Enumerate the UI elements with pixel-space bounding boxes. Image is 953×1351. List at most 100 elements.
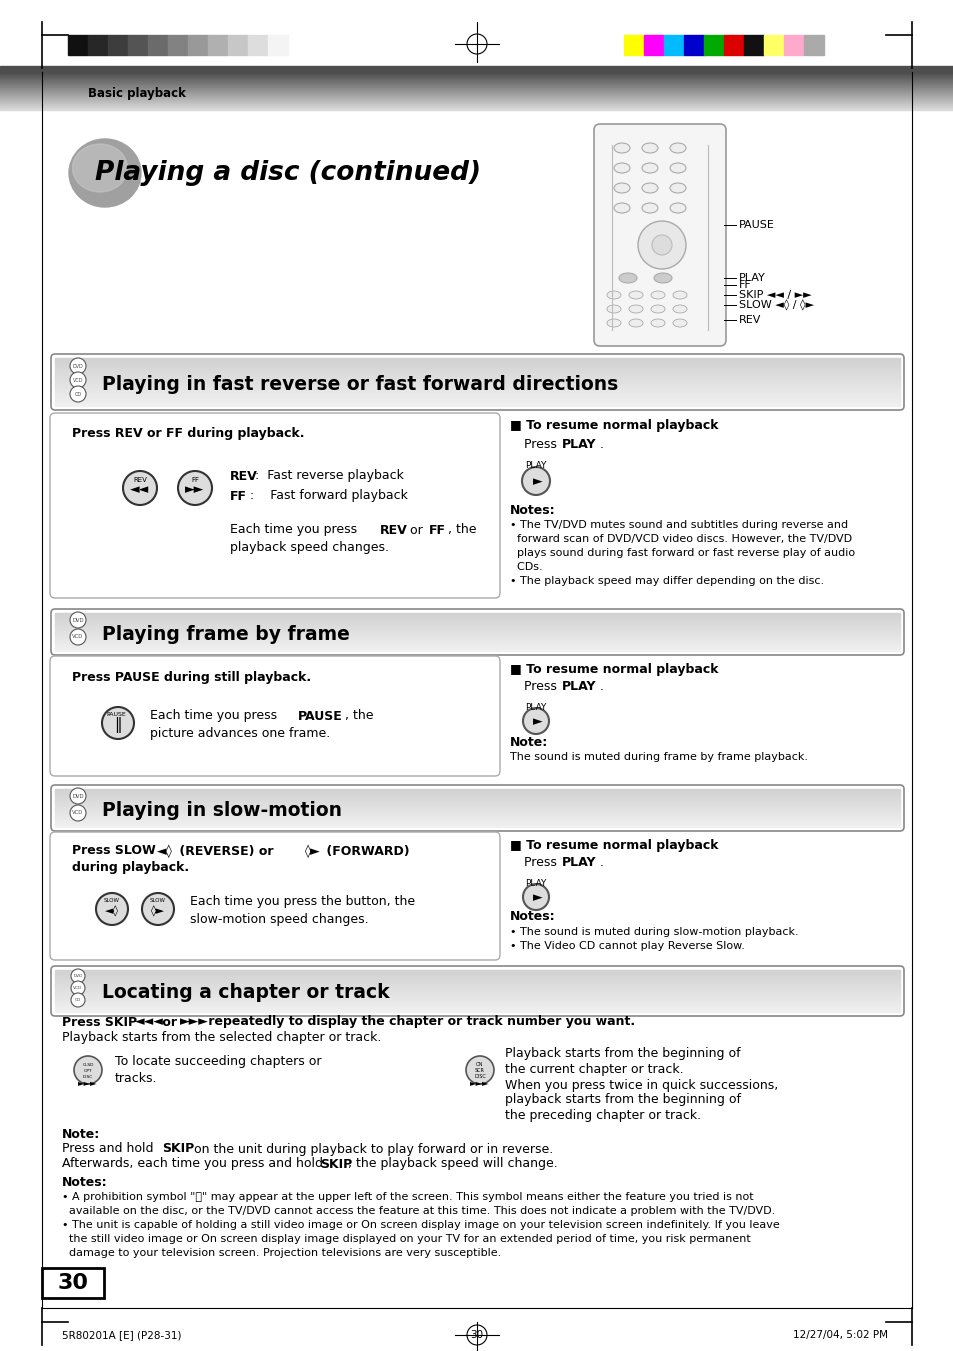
Ellipse shape <box>606 319 620 327</box>
Text: Each time you press: Each time you press <box>150 709 281 723</box>
Text: REV: REV <box>739 315 760 326</box>
Bar <box>108 35 128 55</box>
Bar <box>703 35 723 55</box>
Ellipse shape <box>641 163 658 173</box>
Ellipse shape <box>614 163 629 173</box>
Ellipse shape <box>641 143 658 153</box>
FancyBboxPatch shape <box>50 657 499 775</box>
Text: SLOW: SLOW <box>150 898 166 904</box>
Bar <box>0 66 953 72</box>
Circle shape <box>178 471 212 505</box>
Text: plays sound during fast forward or fast reverse play of audio: plays sound during fast forward or fast … <box>510 549 854 558</box>
Bar <box>643 35 663 55</box>
Text: The sound is muted during frame by frame playback.: The sound is muted during frame by frame… <box>510 753 807 762</box>
Text: FF: FF <box>739 280 751 290</box>
Circle shape <box>71 969 85 984</box>
Text: ■ To resume normal playback: ■ To resume normal playback <box>510 420 718 432</box>
Text: , the: , the <box>345 709 374 723</box>
Text: Notes:: Notes: <box>510 911 555 924</box>
Ellipse shape <box>669 143 685 153</box>
Text: ►: ► <box>533 892 542 905</box>
Text: ‖: ‖ <box>114 717 122 734</box>
Text: 5R80201A [E] (P28-31): 5R80201A [E] (P28-31) <box>62 1329 181 1340</box>
Text: playback speed changes.: playback speed changes. <box>230 542 389 554</box>
Text: REV: REV <box>230 470 257 482</box>
Text: • The sound is muted during slow-motion playback.: • The sound is muted during slow-motion … <box>510 927 798 938</box>
Circle shape <box>70 805 86 821</box>
Text: .: . <box>599 857 603 870</box>
Text: DVD: DVD <box>72 363 83 369</box>
Text: Press REV or FF during playback.: Press REV or FF during playback. <box>71 427 304 440</box>
Bar <box>188 35 208 55</box>
Text: ►: ► <box>533 476 542 489</box>
Text: Basic playback: Basic playback <box>88 86 186 100</box>
Ellipse shape <box>69 139 141 207</box>
Text: DISC: DISC <box>83 1075 93 1079</box>
Text: REV: REV <box>132 477 147 484</box>
Text: DVD: DVD <box>73 974 83 978</box>
Text: REV: REV <box>379 523 407 536</box>
Text: FF: FF <box>191 477 199 484</box>
Text: To locate succeeding chapters or: To locate succeeding chapters or <box>115 1055 321 1069</box>
Circle shape <box>71 981 85 994</box>
Text: Playing a disc (continued): Playing a disc (continued) <box>95 159 480 186</box>
Text: repeatedly to display the chapter or track number you want.: repeatedly to display the chapter or tra… <box>204 1016 635 1028</box>
Bar <box>208 35 228 55</box>
Text: the preceding chapter or track.: the preceding chapter or track. <box>504 1109 700 1121</box>
Bar <box>42 1269 104 1298</box>
Text: Each time you press: Each time you press <box>230 523 361 536</box>
Text: VCD: VCD <box>72 811 84 816</box>
Ellipse shape <box>650 319 664 327</box>
Text: ■ To resume normal playback: ■ To resume normal playback <box>510 839 718 851</box>
Text: forward scan of DVD/VCD video discs. However, the TV/DVD: forward scan of DVD/VCD video discs. How… <box>510 534 851 544</box>
Text: • The TV/DVD mutes sound and subtitles during reverse and: • The TV/DVD mutes sound and subtitles d… <box>510 520 847 530</box>
Ellipse shape <box>614 182 629 193</box>
Text: picture advances one frame.: picture advances one frame. <box>150 727 330 739</box>
Text: DVD: DVD <box>72 617 84 623</box>
Bar <box>623 35 643 55</box>
Text: Each time you press the button, the: Each time you press the button, the <box>190 896 415 908</box>
Text: SLOW: SLOW <box>104 898 120 904</box>
Bar <box>803 35 823 55</box>
Text: CDs.: CDs. <box>510 562 542 571</box>
Text: PLAY: PLAY <box>525 878 546 888</box>
Ellipse shape <box>641 182 658 193</box>
Ellipse shape <box>72 145 128 192</box>
FancyBboxPatch shape <box>50 413 499 598</box>
Text: ◄◊: ◄◊ <box>157 844 172 858</box>
Ellipse shape <box>606 290 620 299</box>
Text: :  Fast reverse playback: : Fast reverse playback <box>254 470 403 482</box>
Ellipse shape <box>669 182 685 193</box>
Text: Playing in slow-motion: Playing in slow-motion <box>102 801 341 820</box>
Text: SLOW ◄◊ / ◊►: SLOW ◄◊ / ◊► <box>739 300 813 311</box>
Text: DISC: DISC <box>474 1074 485 1079</box>
Ellipse shape <box>606 305 620 313</box>
Bar <box>128 35 148 55</box>
Text: slow-motion speed changes.: slow-motion speed changes. <box>190 912 368 925</box>
Text: Playback starts from the beginning of: Playback starts from the beginning of <box>504 1047 740 1061</box>
Circle shape <box>638 222 685 269</box>
Bar <box>783 35 803 55</box>
Bar <box>723 35 743 55</box>
Text: or: or <box>158 1016 181 1028</box>
Ellipse shape <box>628 319 642 327</box>
Text: VCD: VCD <box>72 635 84 639</box>
Text: PAUSE: PAUSE <box>739 220 774 230</box>
Text: SCR: SCR <box>475 1069 484 1074</box>
Text: damage to your television screen. Projection televisions are very susceptible.: damage to your television screen. Projec… <box>62 1248 500 1258</box>
Text: SKIP: SKIP <box>319 1158 352 1170</box>
Ellipse shape <box>628 290 642 299</box>
Text: DVD: DVD <box>72 793 84 798</box>
Text: during playback.: during playback. <box>71 861 189 874</box>
Text: Playing in fast reverse or fast forward directions: Playing in fast reverse or fast forward … <box>102 374 618 393</box>
Text: Press: Press <box>523 857 560 870</box>
Text: on the unit during playback to play forward or in reverse.: on the unit during playback to play forw… <box>190 1143 553 1155</box>
Text: Press SLOW: Press SLOW <box>71 844 160 858</box>
Text: (FORWARD): (FORWARD) <box>322 844 409 858</box>
Bar <box>68 35 88 55</box>
Bar <box>663 35 683 55</box>
Text: Press: Press <box>523 681 560 693</box>
Text: ◄◄◄: ◄◄◄ <box>135 1016 164 1028</box>
Text: Press and hold: Press and hold <box>62 1143 157 1155</box>
Text: playback starts from the beginning of: playback starts from the beginning of <box>504 1093 740 1106</box>
